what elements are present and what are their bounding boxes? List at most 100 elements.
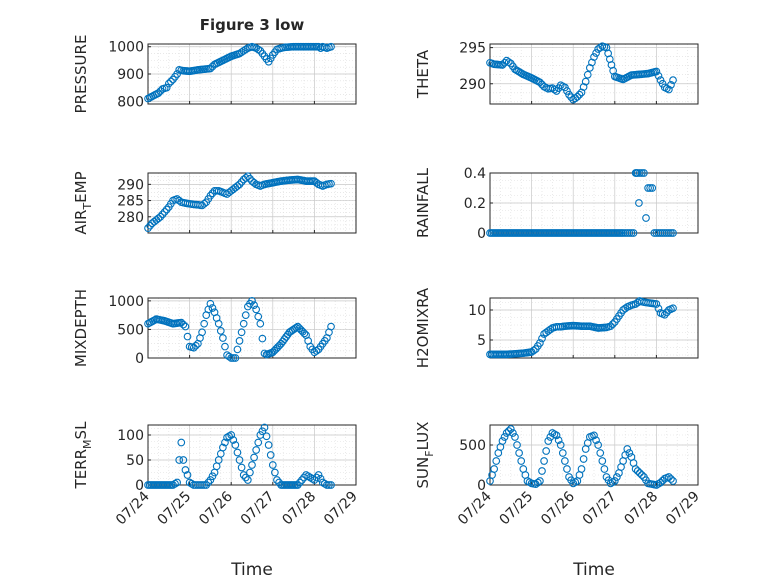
data-point [227, 431, 236, 439]
data-point-hourly [250, 301, 258, 309]
data-point [610, 477, 619, 485]
data-point [248, 461, 256, 469]
data-point [164, 79, 173, 88]
y-tick-label: 1000 [108, 294, 144, 310]
data-point [565, 90, 573, 99]
data-point-hourly [229, 354, 238, 362]
data-point [635, 169, 644, 177]
data-point-hourly [583, 70, 592, 79]
data-point-hourly [529, 346, 538, 355]
data-point [590, 431, 598, 440]
data-point [314, 471, 323, 479]
data-point-hourly [271, 468, 279, 477]
data-point [652, 67, 661, 76]
data-point-hourly [316, 474, 325, 483]
data-point [637, 169, 646, 177]
data-point-hourly [229, 436, 238, 444]
data-point-hourly [200, 199, 209, 208]
data-point [144, 224, 152, 232]
data-point [202, 481, 211, 489]
series-markers [144, 42, 335, 103]
y-tick-label: 5 [477, 333, 486, 349]
data-point-hourly [167, 77, 175, 86]
data-point [214, 319, 223, 328]
data-point [248, 297, 256, 305]
data-point [627, 229, 636, 237]
data-point-hourly [558, 449, 567, 457]
data-point-hourly [625, 229, 634, 237]
data-point [644, 184, 652, 192]
y-tick-label: 0 [135, 351, 144, 367]
data-point-hourly [146, 221, 154, 230]
data-point [515, 449, 523, 457]
y-tick-label: 0 [477, 226, 486, 242]
data-point [648, 184, 657, 192]
data-point [239, 471, 248, 479]
data-point [635, 199, 643, 207]
data-point-hourly [563, 465, 571, 473]
data-point [235, 337, 244, 345]
data-point-hourly [312, 347, 321, 355]
data-point [536, 477, 544, 485]
data-point [669, 76, 677, 84]
data-point [298, 476, 306, 484]
data-point-hourly [254, 45, 263, 54]
data-point [631, 465, 640, 473]
y-tick-label: 290 [459, 77, 486, 93]
data-point-hourly [546, 325, 555, 334]
data-point [260, 423, 269, 432]
data-point-hourly [183, 332, 192, 341]
y-axis-label: H2OMIXRA [414, 287, 432, 368]
x-axis-label-left: Time [230, 560, 273, 580]
data-point [646, 184, 655, 192]
data-point-hourly [300, 329, 309, 338]
data-point [536, 78, 544, 87]
data-point [183, 471, 192, 479]
x-tick-label: 07/28 [279, 489, 319, 529]
data-point [669, 477, 677, 485]
x-tick-label: 07/28 [621, 489, 661, 529]
data-point-hourly [600, 465, 609, 473]
subplot-h2omixra: 5 10 H2OMIXRA [414, 287, 699, 368]
data-point-hourly [492, 457, 501, 465]
y-tick-label: 285 [117, 194, 144, 210]
data-point [179, 456, 188, 464]
figure-title: Figure 3 low [200, 16, 305, 34]
axes-box [489, 43, 699, 105]
data-point [231, 354, 240, 362]
y-tick-label: 900 [117, 67, 144, 83]
x-axis-label-right: Time [572, 560, 615, 580]
series-markers [486, 297, 677, 359]
data-point [231, 441, 240, 449]
y-axis-label-main: SUN [414, 457, 432, 489]
data-point-hourly [204, 478, 213, 487]
data-point [219, 443, 227, 452]
data-point [252, 305, 261, 314]
data-point-hourly [241, 473, 250, 482]
data-point-hourly [237, 178, 246, 186]
data-point [498, 61, 507, 69]
data-point-hourly [200, 319, 209, 328]
data-point-hourly [312, 473, 321, 482]
data-point-hourly [237, 328, 246, 337]
subplot-mixdepth: 0 500 1000 MIXDEPTH [72, 289, 357, 367]
subplot-rainfall: 0 0.2 0.4 RAINFALL [414, 166, 699, 242]
data-point-hourly [233, 182, 242, 190]
data-point-hourly [266, 451, 275, 459]
data-point [656, 478, 665, 487]
data-point [598, 457, 607, 465]
y-axis-label: MIXDEPTH [72, 289, 90, 367]
x-tick-label: 07/24 [455, 488, 495, 528]
data-point-hourly [241, 174, 250, 182]
data-point-hourly [538, 467, 546, 475]
y-axis-label-tail: LUX [414, 422, 432, 451]
data-point [219, 334, 227, 342]
data-point [669, 229, 677, 237]
x-tick-label: 07/29 [321, 489, 361, 529]
data-point [235, 456, 244, 464]
data-point-hourly [237, 463, 246, 472]
x-tick-label: 07/27 [238, 489, 278, 529]
data-point [642, 214, 650, 222]
axes-box [489, 297, 699, 359]
data-point [665, 229, 673, 237]
